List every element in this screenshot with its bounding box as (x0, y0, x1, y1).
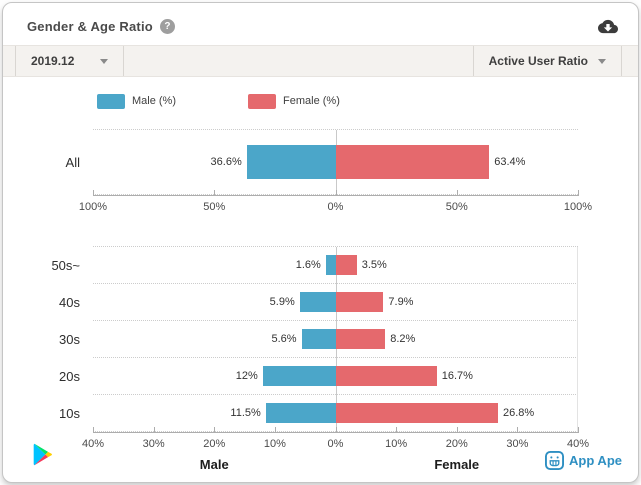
axis-tick-label: 40% (566, 438, 590, 450)
chart-rows: 50s~ 1.6% 3.5% 40s 5.9% 7.9% 30s 5.6% 8.2% 20s 12%… (51, 246, 578, 432)
chart-row: All 36.6% 63.4% (66, 130, 578, 195)
axis-tick-label: 20% (445, 438, 468, 450)
card-header: Gender & Age Ratio ? (3, 3, 638, 37)
row-label: 40s (59, 294, 80, 310)
female-bar (335, 366, 437, 386)
chart-all: All 36.6% 63.4% 100% 50% 0% 50% 100% (66, 129, 592, 220)
male-value-label: 36.6% (210, 156, 242, 168)
axis-tick-label: 10% (385, 438, 408, 450)
axis-tick-label: 40% (81, 438, 105, 450)
axis-tick-label: 30% (506, 438, 529, 450)
axis-tick-label: 30% (142, 438, 165, 450)
axis-name-female: Female (434, 457, 480, 472)
axis-tick (93, 190, 94, 196)
download-icon[interactable] (598, 18, 618, 35)
page-title: Gender & Age Ratio (27, 18, 153, 34)
chart-age: 50s~ 1.6% 3.5% 40s 5.9% 7.9% 30s 5.6% 8.2% 20s 12%… (51, 246, 589, 473)
axis-tick (335, 427, 337, 433)
male-bar (325, 255, 336, 275)
plot-right-edge (577, 247, 578, 432)
female-value-label: 16.7% (441, 370, 473, 382)
app-ape-logo: App Ape (545, 451, 622, 470)
legend-swatch (97, 93, 125, 109)
male-bar (265, 403, 336, 423)
period-dropdown[interactable]: 2019.12 (15, 46, 125, 76)
legend-item-male[interactable]: Male (%) (97, 93, 177, 109)
row-label: 20s (59, 368, 80, 384)
legend-item-female[interactable]: Female (%) (248, 93, 340, 109)
male-value-label: 11.5% (230, 407, 261, 419)
row-label: 50s~ (51, 257, 80, 273)
female-value-label: 3.5% (361, 259, 387, 271)
axis-tick-label: 50% (445, 201, 468, 213)
axis-tick (517, 427, 519, 433)
female-value-label: 26.8% (502, 407, 535, 419)
female-bar (335, 145, 490, 179)
axis-tick-label: 10% (263, 438, 286, 450)
male-value-label: 1.6% (295, 259, 321, 271)
chart-rows: All 36.6% 63.4% (66, 129, 578, 195)
axis-tick (153, 427, 155, 433)
female-value-label: 7.9% (388, 296, 414, 308)
axis-tick-label: 0% (327, 201, 344, 213)
help-icon[interactable]: ? (159, 18, 175, 34)
male-value-label: 5.6% (271, 333, 297, 345)
legend-label: Female (%) (283, 95, 340, 107)
axis-tick-label: 50% (203, 201, 226, 213)
row-label: 10s (59, 405, 80, 421)
axis-tick (93, 427, 94, 433)
axis-name-male: Male (199, 457, 229, 472)
male-bar (301, 329, 336, 349)
axis-tick-label: 100% (78, 201, 108, 213)
axis-tick (456, 190, 458, 196)
axis-names: Male Female (93, 457, 578, 473)
chevron-down-icon (100, 58, 109, 64)
legend: Male (%) Female (%) (97, 93, 638, 109)
row-label: 30s (59, 331, 80, 347)
app-ape-icon (545, 451, 565, 470)
google-play-icon (31, 442, 54, 472)
period-value: 2019.12 (31, 54, 75, 68)
metric-value: Active User Ratio (488, 54, 588, 68)
axis-tick-label: 20% (203, 438, 226, 450)
axis-tick-label: 100% (563, 201, 593, 213)
x-axis: 100% 50% 0% 50% 100% (79, 190, 592, 220)
female-bar (335, 292, 384, 312)
x-axis: 40% 30% 20% 10% 0% 10% 20% 30% 40% (82, 427, 589, 457)
female-value-label: 63.4% (494, 156, 526, 168)
axis-tick (214, 427, 216, 433)
axis-tick (396, 427, 398, 433)
axis-tick (578, 190, 579, 196)
row-label: All (65, 154, 80, 170)
axis-tick-label: 0% (327, 438, 344, 450)
chevron-down-icon (598, 58, 606, 64)
filter-bar: 2019.12 Active User Ratio (3, 45, 638, 77)
male-value-label: 5.9% (269, 296, 295, 308)
legend-label: Male (%) (132, 95, 177, 107)
male-value-label: 12% (235, 370, 258, 382)
male-bar (299, 292, 336, 312)
male-bar (246, 145, 336, 179)
axis-tick (335, 190, 337, 196)
female-bar (335, 255, 357, 275)
metric-dropdown[interactable]: Active User Ratio (472, 46, 622, 76)
brand-text: App Ape (569, 453, 622, 468)
axis-tick (214, 190, 216, 196)
legend-swatch (248, 93, 277, 109)
male-bar (262, 366, 336, 386)
female-bar (335, 329, 386, 349)
axis-tick (578, 427, 579, 433)
axis-tick (274, 427, 276, 433)
axis-tick (456, 427, 458, 433)
female-bar (335, 403, 498, 423)
female-value-label: 8.2% (390, 333, 416, 345)
